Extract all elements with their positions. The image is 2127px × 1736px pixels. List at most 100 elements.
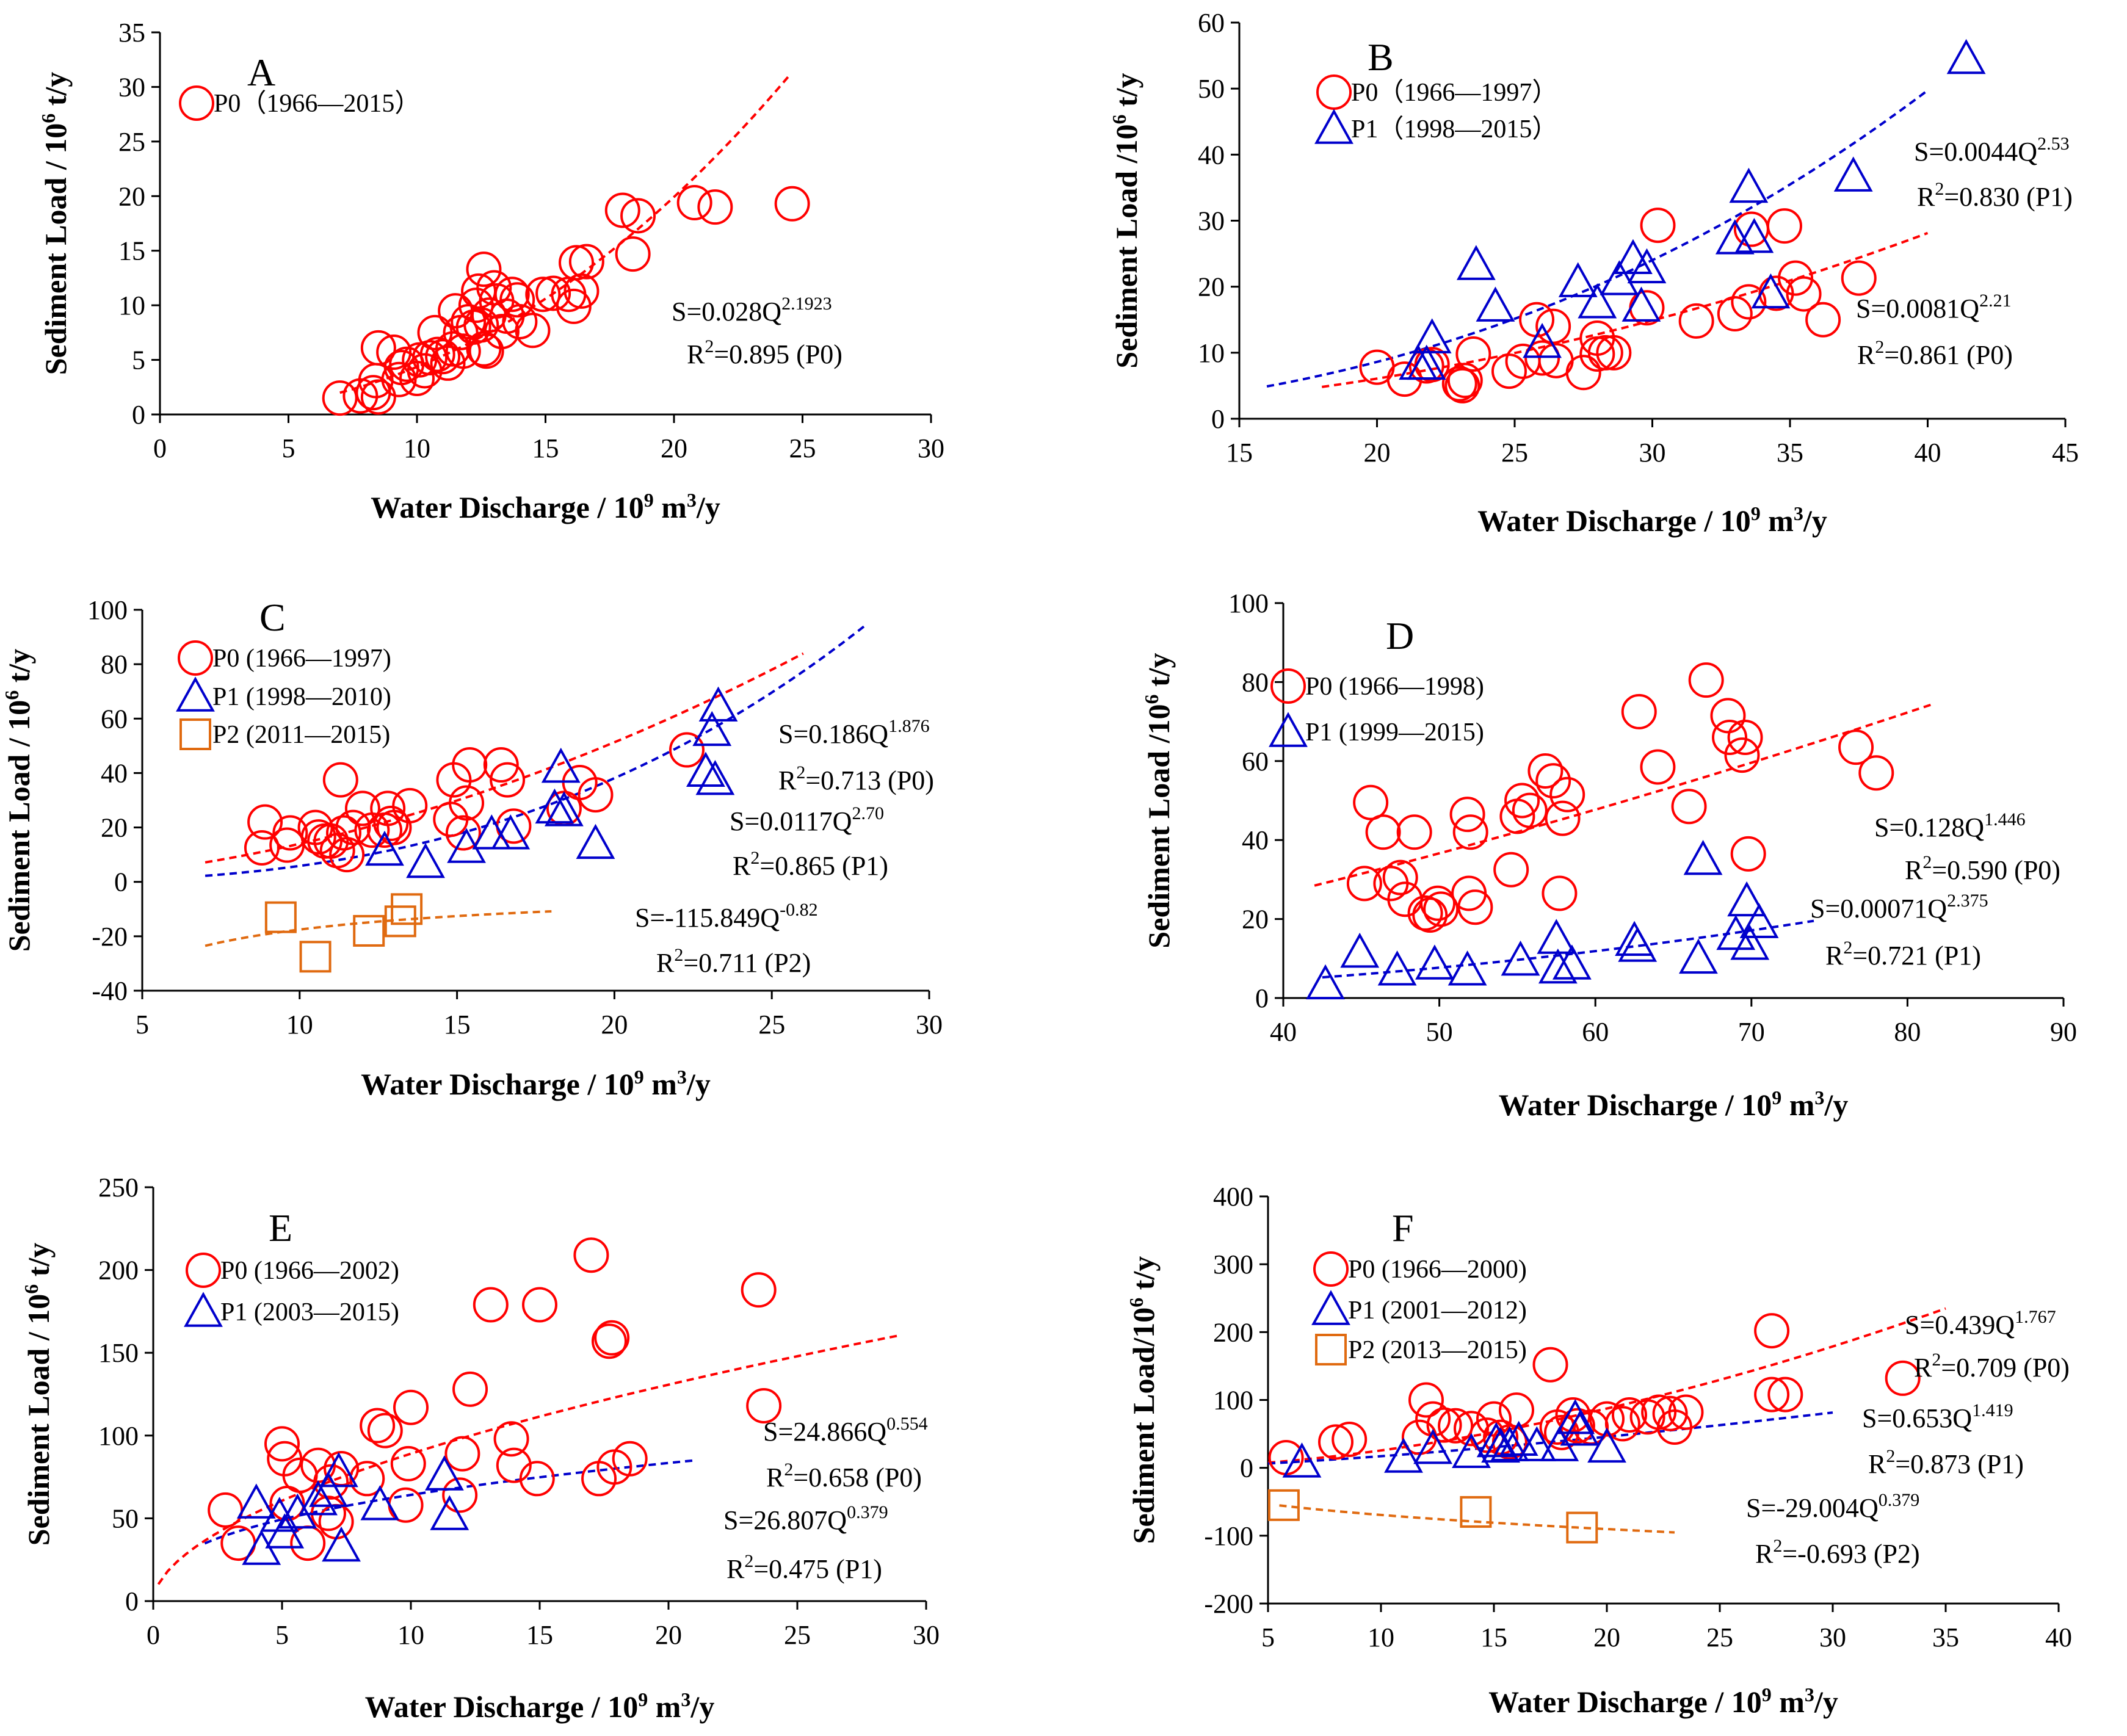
data-point-p0	[563, 273, 600, 309]
legend-label: P1 (2003—2015)	[220, 1298, 399, 1326]
equation-formula: S=0.0117Q2.70	[730, 803, 884, 836]
data-point-p0	[669, 732, 705, 768]
legend-marker-p1	[1311, 1290, 1350, 1325]
x-tick-label: 40	[1915, 438, 1941, 468]
data-point-p0	[604, 192, 640, 228]
equation-p0: S=0.128Q1.446 R2=0.590 (P0)	[1874, 809, 2060, 885]
data-point-p1	[1739, 903, 1779, 938]
data-point-p1	[319, 1452, 358, 1488]
data-point-p0	[1688, 662, 1724, 698]
data-point-p0	[1724, 737, 1760, 773]
data-point-p1	[692, 711, 732, 747]
panel-d: 40 50 60 70 80 90 0 20 40 60 80 100 Water Discharge …	[1140, 588, 2077, 1122]
y-tick-label: 40	[101, 758, 128, 788]
data-point-p1	[1412, 318, 1452, 353]
data-point-p2	[1267, 1489, 1300, 1521]
data-point-p0	[360, 379, 396, 415]
panel-e: 0 5 10 15 20 25 30 0 50 100 150 200 250 Water Dischar…	[20, 1173, 940, 1724]
y-tick-label: 20	[1242, 905, 1269, 935]
equation-p2: S=-115.849Q-0.82 R2=0.711 (P2)	[635, 900, 818, 978]
data-point-p0	[515, 313, 551, 349]
legend-entry-p1: P1 (1998—2010)	[176, 676, 391, 712]
fit-curve-p2	[205, 910, 552, 947]
data-point-p0	[419, 336, 455, 372]
x-tick-label: 90	[2050, 1017, 2077, 1047]
data-point-p0	[360, 330, 396, 366]
legend-marker-p2	[179, 718, 211, 750]
data-point-p0	[1524, 340, 1560, 376]
data-point-p1	[1413, 1428, 1452, 1464]
data-point-p0	[269, 827, 305, 863]
data-point-p1	[299, 1480, 338, 1516]
y-axis-title: Sediment Load / 106 t/y	[20, 1243, 56, 1546]
y-tick-label: 60	[101, 704, 128, 734]
data-point-p0	[615, 236, 651, 272]
data-point-p0	[1382, 859, 1418, 895]
data-point-p0	[373, 805, 409, 841]
data-point-p0	[1346, 866, 1382, 902]
y-tick-label: 20	[1198, 272, 1225, 302]
data-point-p0	[1754, 1376, 1790, 1412]
panel-f: 5 10 15 20 25 30 35 40 -200 -100 0 100 200 300 400 Wate…	[1125, 1182, 2072, 1719]
data-point-p0	[522, 1287, 557, 1323]
x-tick-label: 15	[444, 1010, 471, 1040]
data-point-p2	[353, 914, 385, 947]
data-point-p0	[1444, 367, 1480, 403]
data-point-p0	[412, 339, 448, 375]
x-tick-label: 10	[404, 433, 430, 463]
data-point-p0	[370, 790, 406, 826]
series-p0	[322, 185, 810, 416]
data-point-p0	[445, 333, 481, 369]
data-point-p1	[406, 842, 445, 878]
data-point-p0	[1455, 336, 1491, 372]
data-point-p1	[1678, 938, 1718, 974]
data-point-p1	[1501, 940, 1540, 976]
data-point-p0	[1754, 1313, 1790, 1349]
equation-formula: S=26.807Q0.379	[723, 1502, 888, 1535]
y-tick-label: 0	[1255, 983, 1269, 1013]
data-point-p0	[349, 1461, 385, 1497]
data-point-p1	[1552, 944, 1592, 980]
equation-p1: S=0.0117Q2.70 R2=0.865 (P1)	[730, 803, 888, 881]
series-p1	[1306, 839, 1779, 1000]
data-point-p1	[686, 751, 725, 787]
equation-r-squared: R2=-0.693 (P2)	[1755, 1536, 1920, 1569]
equation-formula: S=0.186Q1.876	[778, 716, 930, 749]
data-point-p1	[541, 747, 581, 783]
data-point-p1	[1340, 932, 1380, 968]
data-point-p0	[774, 186, 810, 222]
y-axis-title: Sediment Load /106 t/y	[1140, 653, 1176, 948]
y-tick-label: 40	[1242, 825, 1269, 855]
legend-entry-p0: P0 (1966—2002)	[186, 1253, 399, 1288]
data-point-p0	[578, 777, 614, 813]
data-point-p1	[1517, 1426, 1557, 1461]
data-point-p0	[444, 1436, 480, 1472]
data-point-p0	[1441, 366, 1477, 402]
data-point-p1	[1578, 283, 1617, 319]
data-point-p0	[425, 339, 461, 375]
y-tick-label: 10	[118, 291, 145, 320]
x-axis-title: Water Discharge / 109 m3/y	[1477, 502, 1827, 538]
legend-marker-p1	[1269, 712, 1308, 747]
legend-label: P2 (2013—2015)	[1348, 1336, 1527, 1364]
y-tick-label: 100	[1213, 1386, 1253, 1416]
fit-curve-p0	[1314, 703, 1932, 887]
y-tick-label: 0	[1240, 1453, 1253, 1483]
legend-label: P0 (1966—1998)	[1305, 673, 1484, 701]
series-p0	[1359, 208, 1877, 403]
data-point-p1	[1946, 38, 1986, 74]
data-point-p1	[1683, 839, 1723, 875]
data-point-p0	[1412, 897, 1448, 933]
data-point-p1	[278, 1493, 317, 1529]
data-point-p1	[535, 788, 574, 824]
data-point-p0	[612, 1441, 648, 1477]
x-tick-label: 15	[1480, 1622, 1507, 1652]
legend-entry-p1: P1 (1999—2015)	[1269, 712, 1484, 747]
data-point-p0	[484, 314, 520, 350]
y-tick-label: 100	[1228, 588, 1269, 618]
y-tick-label: 60	[1242, 747, 1269, 776]
data-point-p0	[399, 360, 435, 396]
data-point-p0	[1408, 1382, 1444, 1418]
data-point-p1	[1729, 167, 1769, 203]
legend-entry-p0: P0（1966—1997）	[1316, 74, 1557, 110]
